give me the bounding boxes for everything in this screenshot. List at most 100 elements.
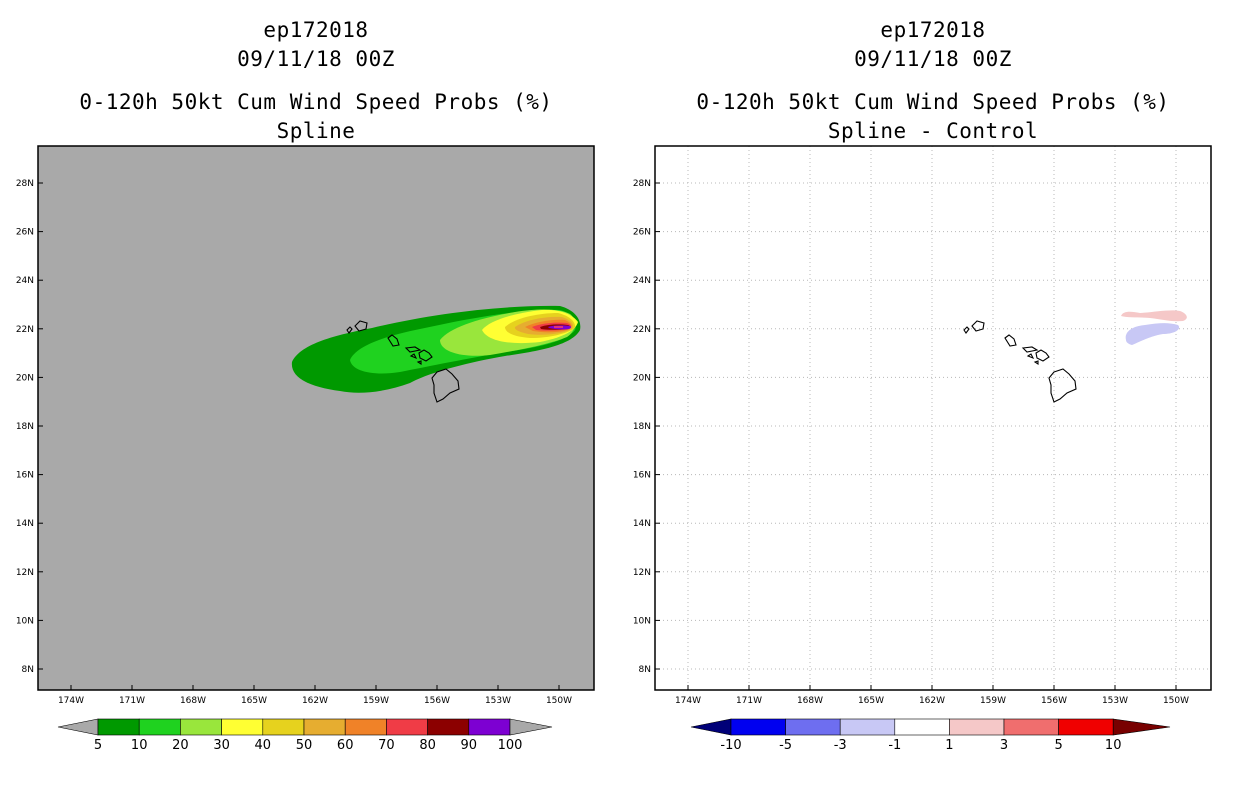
colorbar-label: 10	[131, 738, 148, 753]
lat-tick-label: 14N	[633, 519, 651, 529]
right-title-product: 0-120h 50kt Cum Wind Speed Probs (%)	[696, 90, 1170, 114]
lat-tick-label: 12N	[16, 568, 34, 578]
lat-tick-label: 28N	[633, 179, 651, 189]
contour-100	[554, 326, 563, 328]
lat-tick-label: 26N	[16, 228, 34, 238]
lat-tick-label: 26N	[633, 228, 651, 238]
island-niihau	[346, 326, 353, 334]
right-lon-axis: 174W 171W 168W 165W 162W 159W 156W 153W 150W	[675, 685, 1189, 706]
right-lat-axis: 28N 26N 24N 22N 20N 18N 16N 14N 12N 10N 8N	[633, 179, 660, 675]
colorbar-swatch	[1058, 718, 1114, 736]
left-map-background	[38, 146, 594, 690]
colorbar-label: -1	[888, 738, 901, 753]
lat-tick-label: 14N	[16, 519, 34, 529]
right-coastlines	[963, 320, 1077, 403]
colorbar-label: 3	[1000, 738, 1008, 753]
colorbar-label: -3	[834, 738, 847, 753]
island-lanai	[1026, 353, 1035, 360]
lat-tick-label: 10N	[633, 616, 651, 626]
island-maui	[1035, 349, 1050, 362]
island-lanai	[409, 353, 418, 360]
colorbar-swatch	[344, 718, 387, 736]
right-gridlines	[655, 146, 1211, 690]
lon-tick-label: 174W	[58, 696, 84, 706]
colorbar-label: -10	[720, 738, 741, 753]
colorbar-swatch	[303, 718, 346, 736]
colorbar-label: -5	[779, 738, 792, 753]
island-kauai	[354, 320, 368, 332]
colorbar-swatch	[785, 718, 841, 736]
lon-tick-label: 174W	[675, 696, 701, 706]
lat-tick-label: 12N	[633, 568, 651, 578]
right-subtitle: Spline - Control	[827, 119, 1039, 143]
colorbar-swatch	[97, 718, 140, 736]
colorbar-label: 50	[296, 738, 313, 753]
island-niihau	[963, 326, 970, 334]
colorbar-high-arrow	[1112, 718, 1171, 736]
lon-tick-label: 165W	[241, 696, 267, 706]
lon-tick-label: 153W	[1102, 696, 1128, 706]
island-kahoolawe	[1033, 360, 1039, 366]
colorbar-low-arrow	[690, 718, 732, 736]
colorbar-swatch	[1003, 718, 1059, 736]
lon-tick-label: 150W	[1163, 696, 1189, 706]
right-map-background	[655, 146, 1211, 690]
right-title-case: ep172018	[880, 18, 986, 42]
colorbar-swatch	[730, 718, 786, 736]
right-map-panel: 28N 26N 24N 22N 20N 18N 16N 14N 12N 10N 8N 174W 171…	[633, 145, 1212, 706]
colorbar-high-arrow	[509, 718, 553, 736]
colorbar-swatch	[949, 718, 1005, 736]
left-map-panel: 28N 26N 24N 22N 20N 18N 16N 14N 12N 10N 8N 174W 171…	[16, 145, 595, 706]
colorbar-swatch	[386, 718, 428, 736]
colorbar-swatch	[180, 718, 222, 736]
diff-negative-area	[1125, 323, 1180, 345]
lat-tick-label: 24N	[16, 276, 34, 286]
right-title-date: 09/11/18 00Z	[854, 47, 1012, 71]
left-title-product: 0-120h 50kt Cum Wind Speed Probs (%)	[79, 90, 553, 114]
lon-tick-label: 168W	[797, 696, 823, 706]
right-difference-contours	[1121, 310, 1187, 345]
lon-tick-label: 156W	[424, 696, 450, 706]
lon-tick-label: 168W	[180, 696, 206, 706]
colorbar-swatch	[468, 718, 511, 736]
island-kahoolawe	[416, 360, 422, 366]
left-colorbar: 5 10 20 30 40 50 60 70 80 90 100	[57, 718, 553, 753]
left-lat-axis: 28N 26N 24N 22N 20N 18N 16N 14N 12N 10N 8N	[16, 179, 43, 675]
colorbar-swatch	[221, 718, 264, 736]
lon-tick-label: 171W	[119, 696, 145, 706]
lat-tick-label: 22N	[16, 325, 34, 335]
left-lon-axis: 174W 171W 168W 165W 162W 159W 156W 153W 150W	[58, 685, 572, 706]
lat-tick-label: 16N	[16, 471, 34, 481]
colorbar-label: 30	[213, 738, 230, 753]
colorbar-label: 60	[337, 738, 354, 753]
colorbar-swatch	[138, 718, 181, 736]
colorbar-swatch	[839, 718, 896, 736]
lat-tick-label: 16N	[633, 471, 651, 481]
colorbar-label: 40	[255, 738, 272, 753]
island-maui	[418, 349, 433, 362]
island-oahu	[1004, 334, 1017, 347]
colorbar-label: 1	[945, 738, 953, 753]
left-title-date: 09/11/18 00Z	[237, 47, 395, 71]
island-kauai	[971, 320, 985, 332]
lon-tick-label: 162W	[302, 696, 328, 706]
lat-tick-label: 18N	[633, 422, 651, 432]
left-probability-contours	[291, 305, 581, 393]
lon-tick-label: 159W	[363, 696, 389, 706]
island-molokai	[1021, 346, 1039, 353]
left-subtitle: Spline	[276, 119, 356, 143]
colorbar-low-arrow	[57, 718, 99, 736]
colorbar-label: 20	[172, 738, 189, 753]
island-oahu	[387, 334, 400, 347]
lat-tick-label: 20N	[633, 373, 651, 383]
island-molokai	[404, 346, 422, 353]
colorbar-label: 70	[378, 738, 395, 753]
right-colorbar: -10 -5 -3 -1 1 3 5 10	[690, 718, 1171, 753]
lat-tick-label: 20N	[16, 373, 34, 383]
lon-tick-label: 165W	[858, 696, 884, 706]
lon-tick-label: 159W	[980, 696, 1006, 706]
diff-positive-area	[1121, 310, 1187, 322]
colorbar-label: 90	[461, 738, 478, 753]
island-hawaii	[431, 368, 460, 403]
